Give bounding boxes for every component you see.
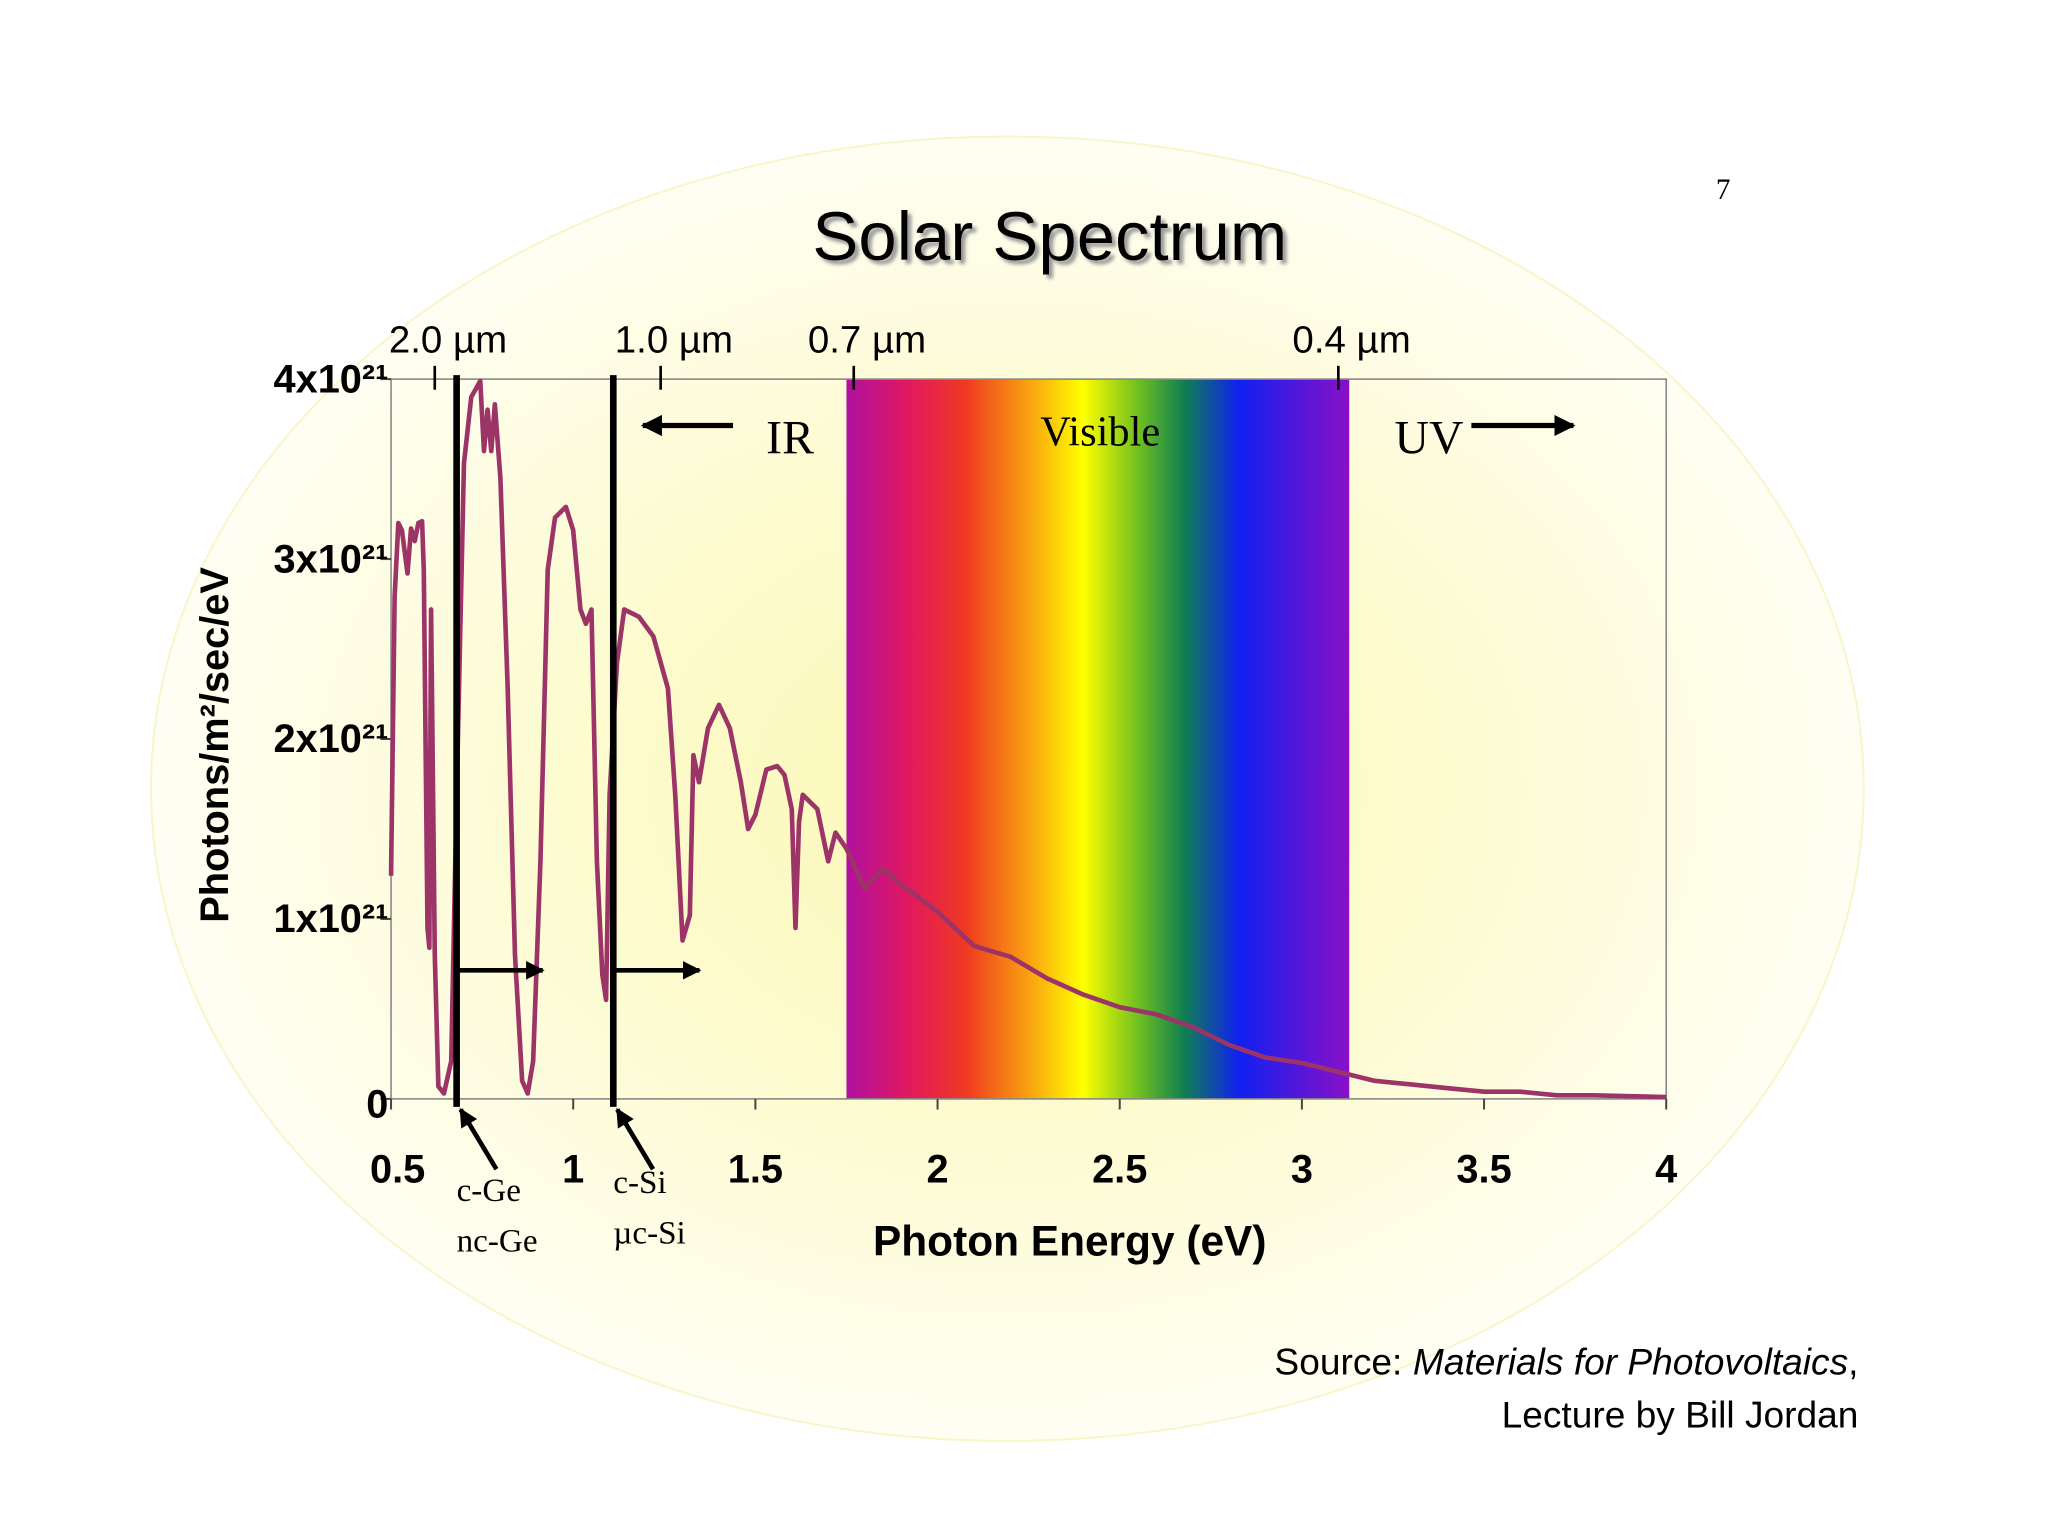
x-tick-label: 1.5 [728,1147,783,1191]
label-pointer [615,1107,656,1171]
source-line-1: Source: Materials for Photovoltaics, [1274,1341,1858,1383]
x-tick-label: 2.5 [1092,1147,1147,1191]
y-tick-label: 4x10²¹ [273,357,388,401]
page-number: 7 [1716,174,1731,206]
top-tick-label: 0.7 µm [808,319,926,362]
bandgap-label: µc-Si [613,1214,685,1251]
source-title: Materials for Photovoltaics [1413,1341,1848,1383]
label-pointer [458,1107,499,1171]
y-tick-label: 2x10²¹ [273,717,388,761]
source-prefix: Source: [1274,1341,1402,1383]
y-tick-label: 1x10²¹ [273,897,388,941]
region-label: Visible [1040,408,1160,455]
x-axis-label: Photon Energy (eV) [873,1217,1266,1264]
visible-band [846,379,1350,1099]
y-tick-label: 0 [366,1082,388,1126]
x-tick-label: 0.5 [370,1147,425,1191]
plot: 0.5 1 1.5 2 2.5 3 3.5 4 0 1x10²¹ 2x10²¹ 3x10²¹ 4x10²… [273,319,1677,1260]
region-label: IR [766,411,814,464]
x-tick-label: 3 [1291,1147,1313,1191]
spectrum-line [388,378,1667,1100]
x-tick-label: 2 [926,1147,948,1191]
x-tick-label: 1 [562,1147,584,1191]
x-tick-label: 3.5 [1456,1147,1511,1191]
top-tick-label: 1.0 µm [615,319,733,362]
source-punct: , [1848,1341,1858,1383]
top-tick-label: 0.4 µm [1292,319,1410,362]
y-tick-label: 3x10²¹ [273,537,388,581]
chart-title: Solar Spectrum [812,198,1287,275]
source-line-2: Lecture by Bill Jordan [1502,1394,1859,1436]
bandgap-label: c-Si [613,1164,666,1201]
x-tick-label: 4 [1655,1147,1677,1191]
bandgap-label: nc-Ge [457,1222,538,1259]
region-label: UV [1394,411,1463,464]
y-axis-label: Photons/m²/sec/eV [193,567,237,923]
top-tick-label: 2.0 µm [389,319,507,362]
bandgap-label: c-Ge [457,1172,521,1209]
